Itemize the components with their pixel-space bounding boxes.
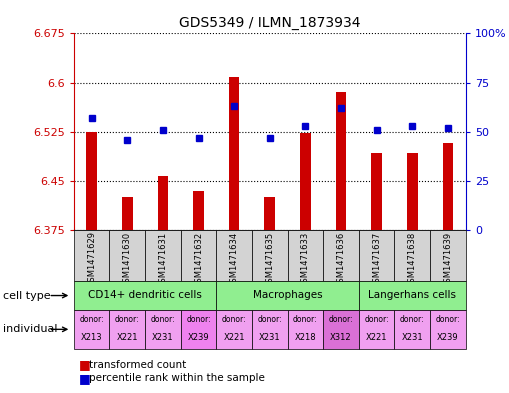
Bar	[181, 230, 216, 281]
Text: donor:: donor:	[151, 315, 175, 324]
Bar	[430, 230, 466, 281]
Text: GSM1471630: GSM1471630	[123, 231, 132, 288]
Text: transformed count: transformed count	[89, 360, 186, 370]
Bar	[252, 230, 288, 281]
Text: X231: X231	[259, 333, 280, 342]
Bar	[264, 197, 275, 230]
Bar	[442, 143, 453, 230]
Text: X221: X221	[117, 333, 138, 342]
Bar	[394, 310, 430, 349]
Title: GDS5349 / ILMN_1873934: GDS5349 / ILMN_1873934	[179, 16, 360, 29]
Bar	[323, 230, 359, 281]
Text: GSM1471631: GSM1471631	[158, 231, 167, 288]
Bar	[359, 230, 394, 281]
Text: GSM1471632: GSM1471632	[194, 231, 203, 288]
Bar	[216, 230, 252, 281]
Text: ■: ■	[79, 371, 91, 385]
Bar	[74, 281, 216, 310]
Text: donor:: donor:	[329, 315, 353, 324]
Text: donor:: donor:	[436, 315, 460, 324]
Text: ■: ■	[79, 358, 91, 371]
Text: percentile rank within the sample: percentile rank within the sample	[89, 373, 265, 383]
Text: X221: X221	[223, 333, 245, 342]
Text: Langerhans cells: Langerhans cells	[369, 290, 456, 300]
Bar	[430, 310, 466, 349]
Bar	[145, 230, 181, 281]
Text: donor:: donor:	[186, 315, 211, 324]
Text: donor:: donor:	[364, 315, 389, 324]
Text: X312: X312	[330, 333, 352, 342]
Bar	[371, 153, 382, 230]
Bar	[157, 176, 168, 230]
Text: GSM1471635: GSM1471635	[265, 231, 274, 288]
Bar	[300, 133, 310, 230]
Text: GSM1471639: GSM1471639	[443, 231, 453, 288]
Text: GSM1471636: GSM1471636	[336, 231, 346, 288]
Bar	[407, 153, 417, 230]
Bar	[216, 281, 359, 310]
Bar	[109, 310, 145, 349]
Text: X231: X231	[402, 333, 423, 342]
Bar	[122, 197, 132, 230]
Text: X213: X213	[81, 333, 102, 342]
Bar	[74, 310, 109, 349]
Text: GSM1471633: GSM1471633	[301, 231, 310, 288]
Text: donor:: donor:	[222, 315, 246, 324]
Text: GSM1471638: GSM1471638	[408, 231, 417, 288]
Bar	[335, 92, 346, 230]
Bar	[86, 132, 97, 230]
Bar	[288, 230, 323, 281]
Text: CD14+ dendritic cells: CD14+ dendritic cells	[88, 290, 202, 300]
Bar	[252, 310, 288, 349]
Text: donor:: donor:	[293, 315, 318, 324]
Text: GSM1471637: GSM1471637	[372, 231, 381, 288]
Text: X218: X218	[295, 333, 316, 342]
Text: donor:: donor:	[400, 315, 425, 324]
Text: GSM1471629: GSM1471629	[87, 231, 96, 287]
Bar	[288, 310, 323, 349]
Text: donor:: donor:	[258, 315, 282, 324]
Text: cell type: cell type	[3, 290, 50, 301]
Text: donor:: donor:	[79, 315, 104, 324]
Text: GSM1471634: GSM1471634	[230, 231, 239, 288]
Bar	[216, 310, 252, 349]
Text: X239: X239	[437, 333, 459, 342]
Text: donor:: donor:	[115, 315, 139, 324]
Bar	[145, 310, 181, 349]
Bar	[323, 310, 359, 349]
Bar	[394, 230, 430, 281]
Bar	[359, 310, 394, 349]
Bar	[359, 281, 466, 310]
Text: individual: individual	[3, 324, 57, 334]
Text: X239: X239	[188, 333, 209, 342]
Text: X231: X231	[152, 333, 174, 342]
Bar	[193, 191, 204, 230]
Text: Macrophages: Macrophages	[253, 290, 322, 300]
Text: X221: X221	[366, 333, 387, 342]
Bar	[109, 230, 145, 281]
Bar	[229, 77, 239, 230]
Bar	[74, 230, 109, 281]
Bar	[181, 310, 216, 349]
